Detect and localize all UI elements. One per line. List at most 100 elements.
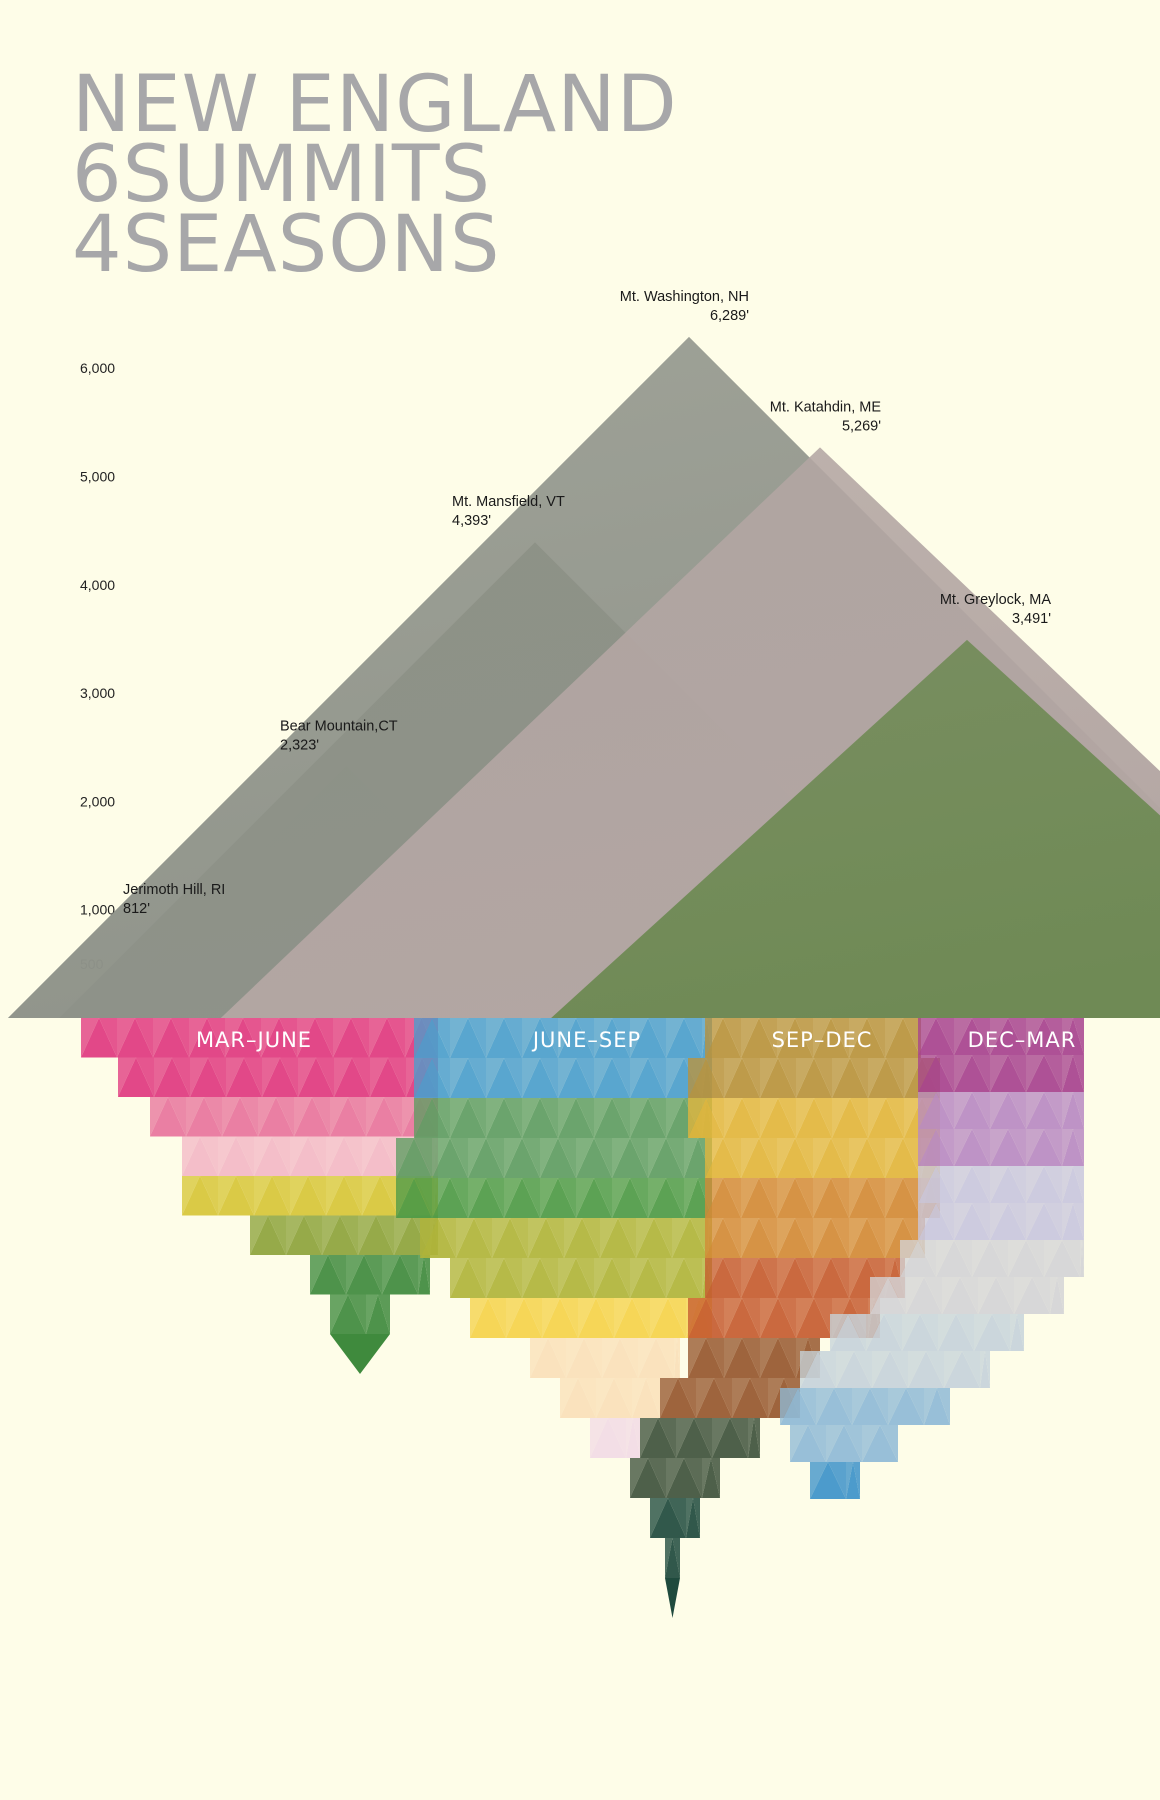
season-triangle <box>540 1018 558 1058</box>
season-triangle <box>630 1018 666 1058</box>
season-triangle <box>636 1218 672 1258</box>
peak-name-label: Bear Mountain,CT <box>280 718 398 734</box>
season-triangle <box>888 1277 906 1314</box>
season-triangle <box>690 1218 708 1258</box>
season-triangle <box>990 1129 1026 1166</box>
season-triangle <box>182 1136 218 1176</box>
season-triangle <box>254 1136 290 1176</box>
season-triangle <box>654 1218 672 1258</box>
season-triangle <box>618 1218 636 1258</box>
season-triangle <box>290 1176 308 1216</box>
season-triangle <box>1026 1018 1062 1055</box>
season-triangle <box>1017 1314 1024 1351</box>
season-triangle <box>972 1240 990 1277</box>
season-triangle <box>705 1018 723 1058</box>
season-triangle <box>936 1055 954 1092</box>
season-triangle <box>724 1058 760 1098</box>
season-triangle <box>236 1176 254 1216</box>
season-triangle <box>396 1138 432 1178</box>
season-june-sep <box>396 1018 712 1458</box>
season-triangle <box>990 1166 1026 1203</box>
season-triangle <box>630 1258 666 1298</box>
season-triangle <box>780 1388 816 1425</box>
season-triangle <box>954 1092 990 1129</box>
season-triangle <box>1026 1203 1062 1240</box>
season-triangle <box>522 1098 558 1138</box>
season-triangle <box>204 1097 222 1137</box>
season-triangle <box>351 1018 369 1058</box>
season-triangle <box>648 1098 666 1138</box>
season-triangle <box>808 1425 826 1462</box>
season-triangle <box>813 1018 831 1058</box>
season-triangle <box>688 1338 724 1378</box>
season-triangle <box>944 1351 980 1388</box>
season-triangle <box>380 1136 398 1176</box>
season-triangle <box>831 1018 849 1058</box>
season-triangle <box>414 1138 432 1178</box>
season-triangle <box>814 1058 832 1098</box>
title-line-2: 6SUMMITS <box>72 130 491 220</box>
season-triangle <box>795 1178 813 1218</box>
season-triangle <box>832 1098 868 1138</box>
season-triangle <box>222 1097 258 1137</box>
season-triangle <box>418 1255 430 1295</box>
season-triangle <box>186 1097 222 1137</box>
season-triangle <box>903 1138 921 1178</box>
season-triangle <box>304 1215 322 1255</box>
season-triangle <box>638 1338 674 1378</box>
season-labels: MAR–JUNE JUNE–SEP SEP–DEC DEC–MAR <box>196 1028 1075 1052</box>
season-triangle <box>918 1166 936 1203</box>
peak-name-label: Mt. Katahdin, ME <box>770 399 882 415</box>
peak-labels: Jerimoth Hill, RI 812' Bear Mountain,CT 2,3… <box>123 289 1051 917</box>
season-triangle <box>530 1338 566 1378</box>
season-triangle <box>1008 1240 1044 1277</box>
season-triangle <box>614 1378 632 1418</box>
season-triangle <box>190 1057 208 1097</box>
season-triangle <box>636 1218 654 1258</box>
season-triangle <box>724 1298 742 1338</box>
season-triangle <box>850 1058 868 1098</box>
season-triangle <box>576 1138 612 1178</box>
season-triangle <box>778 1058 796 1098</box>
season-triangle <box>322 1215 340 1255</box>
season-triangle <box>849 1138 885 1178</box>
season-triangle <box>612 1138 648 1178</box>
season-triangle <box>558 1098 594 1138</box>
season-triangle <box>800 1351 818 1388</box>
season-triangle <box>558 1018 576 1058</box>
season-triangle <box>960 1277 978 1314</box>
season-triangle <box>760 1098 796 1138</box>
season-triangle <box>666 1058 684 1098</box>
season-triangle <box>366 1097 384 1137</box>
season-triangle <box>814 1298 832 1338</box>
season-triangle <box>867 1138 885 1178</box>
season-triangle <box>450 1018 486 1058</box>
season-triangle <box>942 1277 978 1314</box>
season-triangle <box>918 1240 936 1277</box>
season-triangle <box>954 1129 990 1166</box>
season-triangle <box>432 1178 450 1218</box>
season-triangle <box>677 1338 680 1378</box>
season-triangle <box>182 1176 200 1216</box>
season-triangle <box>630 1018 648 1058</box>
season-triangle <box>81 1018 117 1058</box>
season-triangle <box>886 1058 904 1098</box>
season-triangle <box>712 1418 730 1458</box>
season-triangle <box>972 1018 990 1055</box>
season-triangle <box>990 1240 1008 1277</box>
season-triangle <box>558 1058 594 1098</box>
season-triangle <box>705 1218 723 1258</box>
season-triangle <box>1008 1092 1026 1129</box>
season-triangle <box>885 1138 921 1178</box>
season-triangle <box>936 1129 954 1166</box>
season-triangle <box>1044 1203 1062 1240</box>
season-triangle <box>450 1098 486 1138</box>
season-triangle <box>759 1178 777 1218</box>
season-triangle <box>724 1298 760 1338</box>
season-triangle <box>795 1018 813 1058</box>
season-triangle <box>741 1178 777 1218</box>
season-triangle <box>814 1098 832 1138</box>
season-triangle <box>1044 1092 1062 1129</box>
season-triangle <box>956 1314 974 1351</box>
season-triangle <box>1062 1018 1084 1055</box>
